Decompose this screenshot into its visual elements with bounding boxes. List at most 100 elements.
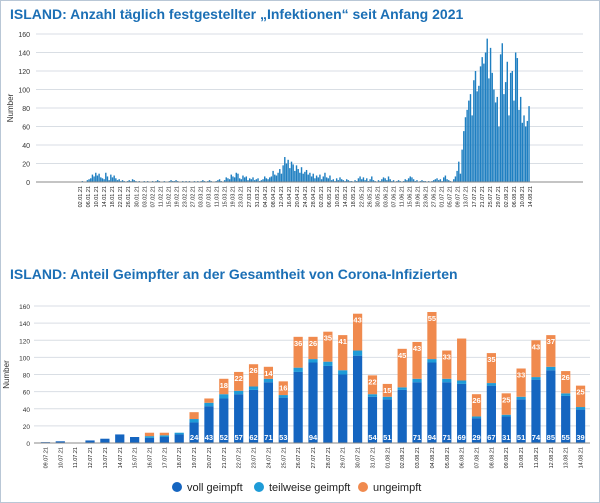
bar — [275, 175, 278, 182]
bar — [432, 180, 435, 182]
y-tick-label: 100 — [18, 88, 30, 95]
bar — [478, 85, 480, 182]
bar-segment — [516, 368, 526, 397]
bar — [524, 126, 527, 182]
data-label: 43 — [353, 316, 361, 325]
x-tick-label: 31.07.21 — [370, 447, 376, 468]
bar — [108, 180, 110, 182]
legend-item-voll: voll geimpft — [172, 482, 243, 494]
y-tick-label: 80 — [22, 106, 30, 113]
x-tick-label: 02.08.21 — [400, 447, 406, 468]
x-tick-label: 18.05.21 — [351, 186, 357, 207]
bar — [88, 179, 90, 182]
bar-segment — [546, 370, 556, 443]
bar-segment — [189, 422, 199, 443]
x-tick-label: 31.03.21 — [255, 186, 261, 207]
y-tick-label: 160 — [19, 304, 30, 311]
bar — [93, 176, 95, 182]
bar-segment — [442, 350, 452, 379]
bar — [250, 179, 253, 182]
x-tick-label: 01.08.21 — [385, 447, 391, 468]
x-tick-label: 10.07.21 — [58, 447, 64, 468]
x-tick-label: 23.02.21 — [182, 186, 188, 207]
bar — [469, 94, 472, 182]
bar-segment — [338, 370, 348, 375]
bar-segment — [531, 379, 541, 443]
bar-segment — [263, 378, 274, 383]
x-tick-label: 07.06.21 — [391, 186, 397, 207]
legend-label-ungeimpft: ungeimpft — [373, 482, 422, 494]
x-tick-label: 03.03.21 — [199, 186, 205, 207]
x-tick-label: 29.07.21 — [496, 186, 502, 207]
bar — [175, 180, 177, 182]
bar-segment — [397, 348, 407, 388]
bar-segment — [308, 336, 318, 360]
bar — [292, 164, 294, 182]
x-tick-label: 18.01.21 — [110, 186, 116, 207]
x-tick-label: 14.08.21 — [579, 447, 585, 468]
bar — [309, 172, 311, 182]
bar — [484, 52, 487, 182]
bar — [389, 179, 391, 182]
data-label: 67 — [487, 433, 495, 442]
data-label: 43 — [413, 344, 421, 353]
y-tick-label: 60 — [22, 125, 30, 132]
y-tick-label: 100 — [19, 355, 30, 362]
bar — [345, 179, 348, 182]
bar — [494, 102, 497, 182]
x-tick-label: 17.07.21 — [162, 447, 168, 468]
bar — [456, 170, 458, 182]
bar — [322, 176, 324, 182]
x-tick-label: 03.08.21 — [415, 447, 421, 468]
bar-segment — [352, 350, 363, 356]
bar-segment — [55, 441, 65, 443]
bar — [217, 180, 219, 182]
bar-segment — [516, 396, 526, 400]
bar-segment — [338, 335, 348, 371]
bar-segment — [486, 353, 496, 384]
bar — [406, 180, 408, 182]
bar — [521, 122, 524, 182]
bar-segment — [457, 338, 467, 381]
bar-segment — [412, 382, 422, 443]
x-tick-label: 02.08.21 — [504, 186, 510, 207]
bar — [325, 177, 328, 182]
bar — [274, 174, 276, 182]
bar-segment — [293, 371, 303, 443]
bar-segment — [382, 383, 392, 397]
bar — [436, 178, 438, 182]
bar — [262, 179, 264, 182]
bar-segment — [531, 340, 541, 378]
x-tick-label: 24.04.21 — [303, 186, 309, 207]
bar-segment — [412, 341, 422, 379]
bar-segment — [352, 313, 363, 351]
x-tick-label: 02.01.21 — [78, 186, 84, 207]
bar — [302, 173, 304, 182]
bar — [243, 177, 246, 182]
bar — [289, 168, 291, 182]
bar-segment — [219, 378, 229, 395]
bar — [461, 149, 463, 182]
bar — [253, 180, 256, 182]
bar — [315, 175, 318, 182]
bar-segment — [248, 364, 259, 387]
x-tick-label: 19.02.21 — [174, 186, 180, 207]
legend-label-voll: voll geimpft — [187, 482, 243, 494]
x-tick-label: 12.04.21 — [279, 186, 285, 207]
bar-segment — [561, 393, 571, 396]
legend-label-teilweise: teilweise geimpft — [269, 482, 351, 494]
bar — [458, 161, 460, 182]
data-label: 15 — [383, 386, 391, 395]
bar-segment — [278, 397, 288, 443]
bar — [248, 178, 251, 182]
x-tick-label: 07.02.21 — [150, 186, 156, 207]
x-tick-label: 14.08.21 — [528, 186, 534, 207]
x-tick-label: 07.08.21 — [475, 447, 481, 468]
bar — [133, 180, 135, 182]
bar — [295, 165, 298, 182]
x-tick-label: 19.07.21 — [192, 447, 198, 468]
bar — [269, 177, 271, 182]
x-tick-label: 17.07.21 — [472, 186, 478, 207]
bar — [347, 180, 350, 182]
bar — [225, 177, 227, 182]
